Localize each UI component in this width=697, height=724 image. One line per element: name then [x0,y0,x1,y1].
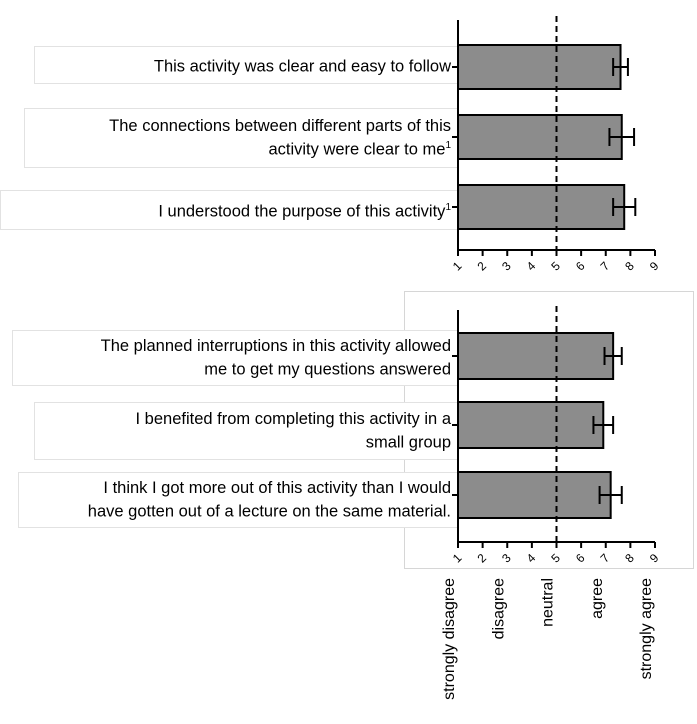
bar [457,44,622,90]
x-tick-label: 8 [622,551,637,566]
bar [457,114,623,160]
bar [457,184,626,230]
x-tick-label: 1 [450,259,465,274]
x-tick-label: 6 [573,259,588,274]
statement-label-box: I think I got more out of this activity … [18,472,457,528]
statement-label: I think I got more out of this activity … [87,479,451,521]
statement-label: This activity was clear and easy to foll… [153,57,451,76]
x-tick-label: 2 [474,259,489,274]
scale-label: disagree [490,578,507,639]
x-tick-label: 4 [524,259,539,274]
x-tick-label: 5 [548,259,563,274]
bar [457,471,612,519]
x-tick-label: 8 [622,259,637,274]
scale-label: neutral [540,578,557,627]
scale-label: strongly disagree [441,578,458,700]
statement-label: The planned interruptions in this activi… [100,337,451,379]
statement-label-box: I understood the purpose of this activit… [0,190,457,230]
bar [457,401,605,449]
x-tick-label: 3 [499,551,514,566]
x-tick-label: 5 [548,551,563,566]
x-tick-label: 1 [450,551,465,566]
x-tick-label: 9 [647,551,662,566]
statement-label-box: The connections between different parts … [24,108,457,168]
x-tick-label: 7 [598,551,613,566]
scale-label: agree [589,578,606,619]
statement-label-box: This activity was clear and easy to foll… [34,46,457,84]
x-tick-label: 4 [524,551,539,566]
statement-label: I benefited from completing this activit… [135,410,451,452]
statement-label-box: The planned interruptions in this activi… [12,330,457,386]
statement-label: The connections between different parts … [109,117,451,159]
x-tick-label: 6 [573,551,588,566]
statement-label: I understood the purpose of this activit… [158,202,451,221]
x-tick-label: 3 [499,259,514,274]
bar [457,332,615,380]
scale-label: strongly agree [638,578,655,679]
x-tick-label: 9 [647,259,662,274]
statement-label-box: I benefited from completing this activit… [34,402,457,460]
x-tick-label: 7 [598,259,613,274]
x-tick-label: 2 [474,551,489,566]
